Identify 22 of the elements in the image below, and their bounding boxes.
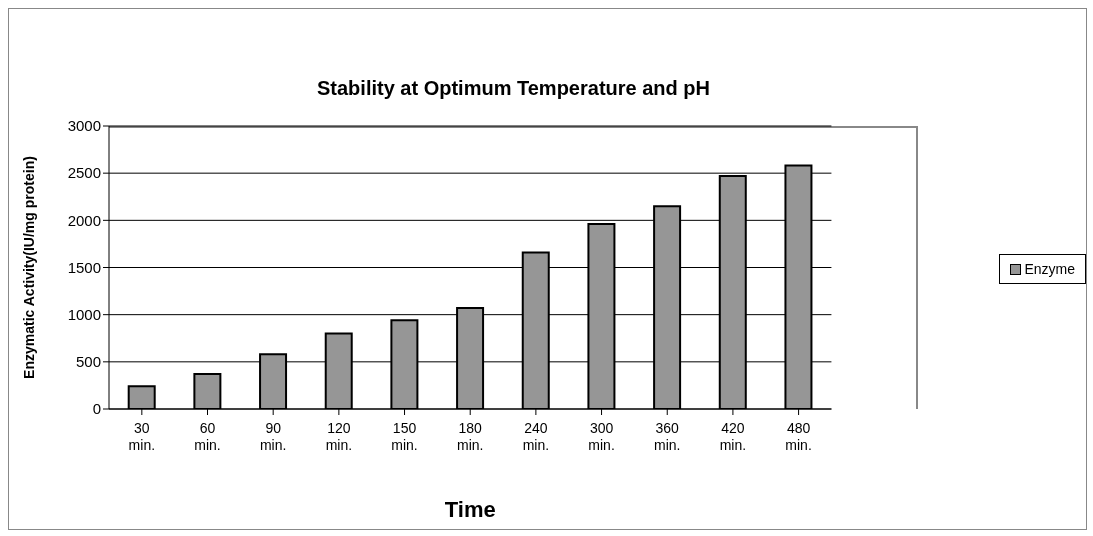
y-tick-label: 2000 xyxy=(67,211,101,229)
x-tick-label: 150 min. xyxy=(391,420,418,453)
x-tick-label: 120 min. xyxy=(325,420,353,453)
y-tick-label: 500 xyxy=(75,353,101,371)
x-axis-title: Time xyxy=(444,497,496,522)
x-tick-label: 240 min. xyxy=(522,420,550,453)
x-tick-label: 30 min. xyxy=(128,420,156,453)
y-tick-label: 1500 xyxy=(67,258,101,276)
y-tick-label: 0 xyxy=(92,400,101,418)
x-tick-label: 420 min. xyxy=(719,420,747,453)
x-tick-label: 300 min. xyxy=(588,420,615,453)
x-tick-label: 180 min. xyxy=(456,420,484,453)
y-tick-label: 3000 xyxy=(67,117,101,135)
y-axis-title: Enzymatic Activity(IU/mg protein) xyxy=(20,156,37,379)
legend-label: Enzyme xyxy=(1024,261,1075,277)
chart-title: Stability at Optimum Temperature and pH xyxy=(316,77,711,100)
y-tick-label: 2500 xyxy=(67,164,101,182)
x-tick-label: 360 min. xyxy=(654,420,681,453)
y-tick-label: 1000 xyxy=(67,305,101,323)
x-tick-label: 90 min. xyxy=(259,420,287,453)
x-tick-label: 480 min. xyxy=(785,420,812,453)
x-tick-label: 60 min. xyxy=(194,420,221,453)
